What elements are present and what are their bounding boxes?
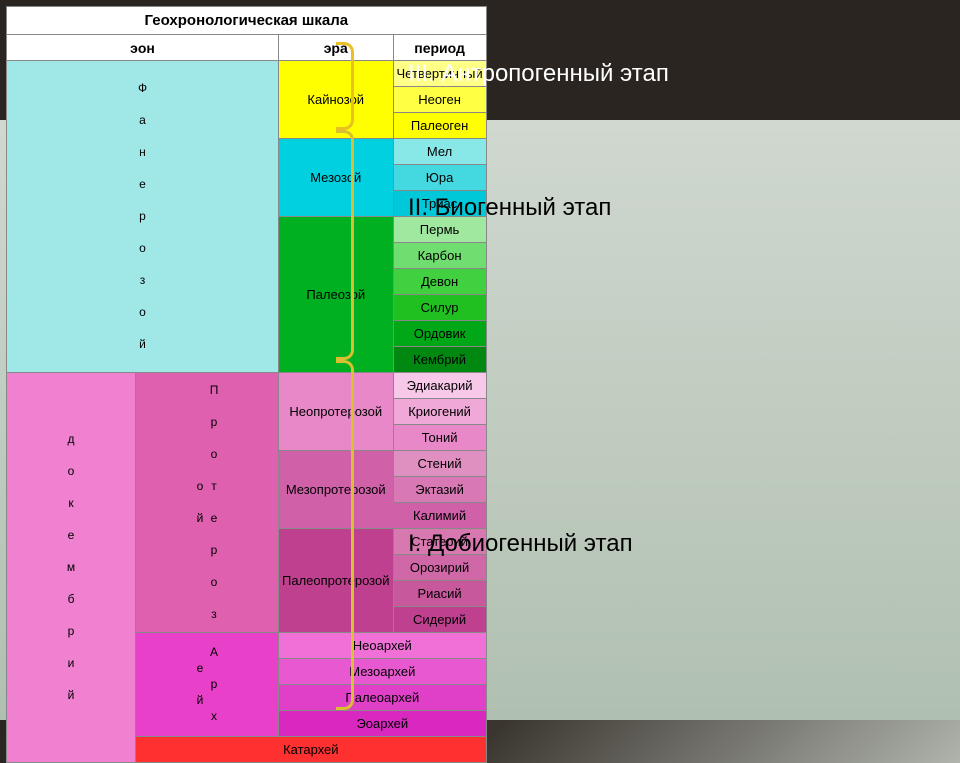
table-title: Геохронологическая шкала	[7, 7, 487, 35]
period-cell: Криогений	[393, 399, 486, 425]
era-cell: Мезоархей	[279, 659, 487, 685]
period-cell: Мел	[393, 139, 486, 165]
period-cell: Эктазий	[393, 477, 486, 503]
period-cell: Тоний	[393, 425, 486, 451]
stage-bracket	[336, 42, 354, 130]
period-cell: Карбон	[393, 243, 486, 269]
period-cell: Риасий	[393, 581, 486, 607]
stage-label: I. Добиогенный этап	[408, 530, 633, 558]
subeon-archean: А р х е й	[136, 633, 279, 737]
stage-label: III. Антропогенный этап	[408, 60, 669, 88]
subeon-proterozoic: П р о т е р о з о й	[136, 373, 279, 633]
era-cell: Палеоархей	[279, 685, 487, 711]
period-cell: Стений	[393, 451, 486, 477]
period-cell: Кембрий	[393, 347, 486, 373]
era-katarchey: Катархей	[136, 737, 487, 763]
era-cell: Эоархей	[279, 711, 487, 737]
period-cell: Юра	[393, 165, 486, 191]
header-period: период	[393, 35, 486, 61]
eon-precambrian: д о к е м б р и й	[7, 373, 136, 763]
eon-phanerozoic: Ф а н е р о з о й	[7, 61, 279, 373]
geochronology-table: Геохронологическая шкала эон эра период …	[6, 6, 330, 763]
period-cell: Силур	[393, 295, 486, 321]
period-cell: Ордовик	[393, 321, 486, 347]
period-cell: Калимий	[393, 503, 486, 529]
period-cell: Палеоген	[393, 113, 486, 139]
stage-bracket	[336, 360, 354, 710]
table-title-row: Геохронологическая шкала	[7, 7, 487, 35]
header-eon: эон	[7, 35, 279, 61]
stage-bracket	[336, 130, 354, 360]
period-cell: Девон	[393, 269, 486, 295]
period-cell: Орозирий	[393, 555, 486, 581]
period-cell: Сидерий	[393, 607, 486, 633]
stage-label: II. Биогенный этап	[408, 194, 611, 222]
period-cell: Эдиакарий	[393, 373, 486, 399]
table-row: д о к е м б р и йП р о т е р о з о йНеоп…	[7, 373, 487, 399]
era-cell: Неоархей	[279, 633, 487, 659]
period-cell: Неоген	[393, 87, 486, 113]
table-header-row: эон эра период	[7, 35, 487, 61]
